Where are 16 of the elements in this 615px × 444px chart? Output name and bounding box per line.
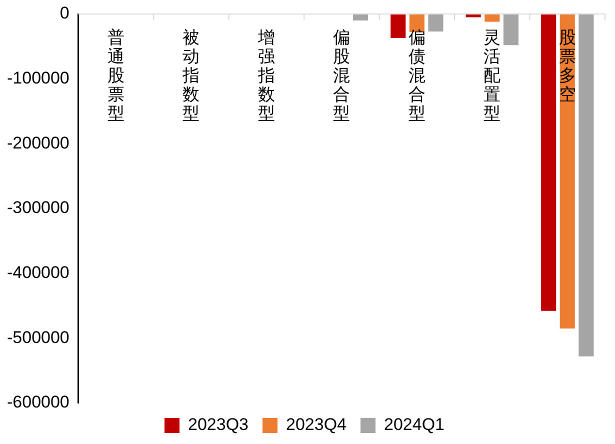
y-tick-label: -100000	[7, 68, 70, 88]
y-tick-label: -500000	[7, 328, 70, 347]
x-tick-label: 偏债混合型	[408, 28, 426, 124]
legend-label: 2023Q3	[188, 415, 249, 434]
x-tick-label: 增强指数型	[256, 28, 275, 124]
x-tick-label: 偏股混合型	[333, 28, 350, 124]
y-tick-label: -600000	[7, 392, 70, 412]
legend-label: 2023Q4	[286, 415, 346, 434]
x-tick-label: 普通股票型	[108, 28, 125, 124]
x-tick-label: 灵活配置型	[484, 28, 501, 124]
y-tick-label: -200000	[7, 133, 70, 152]
x-tick-label: 被动指数型	[182, 28, 200, 124]
y-tick-label: -400000	[7, 263, 70, 282]
legend-label: 2024Q1	[384, 415, 444, 434]
y-tick-label: -300000	[7, 198, 70, 218]
y-tick-label: 0	[60, 4, 70, 23]
